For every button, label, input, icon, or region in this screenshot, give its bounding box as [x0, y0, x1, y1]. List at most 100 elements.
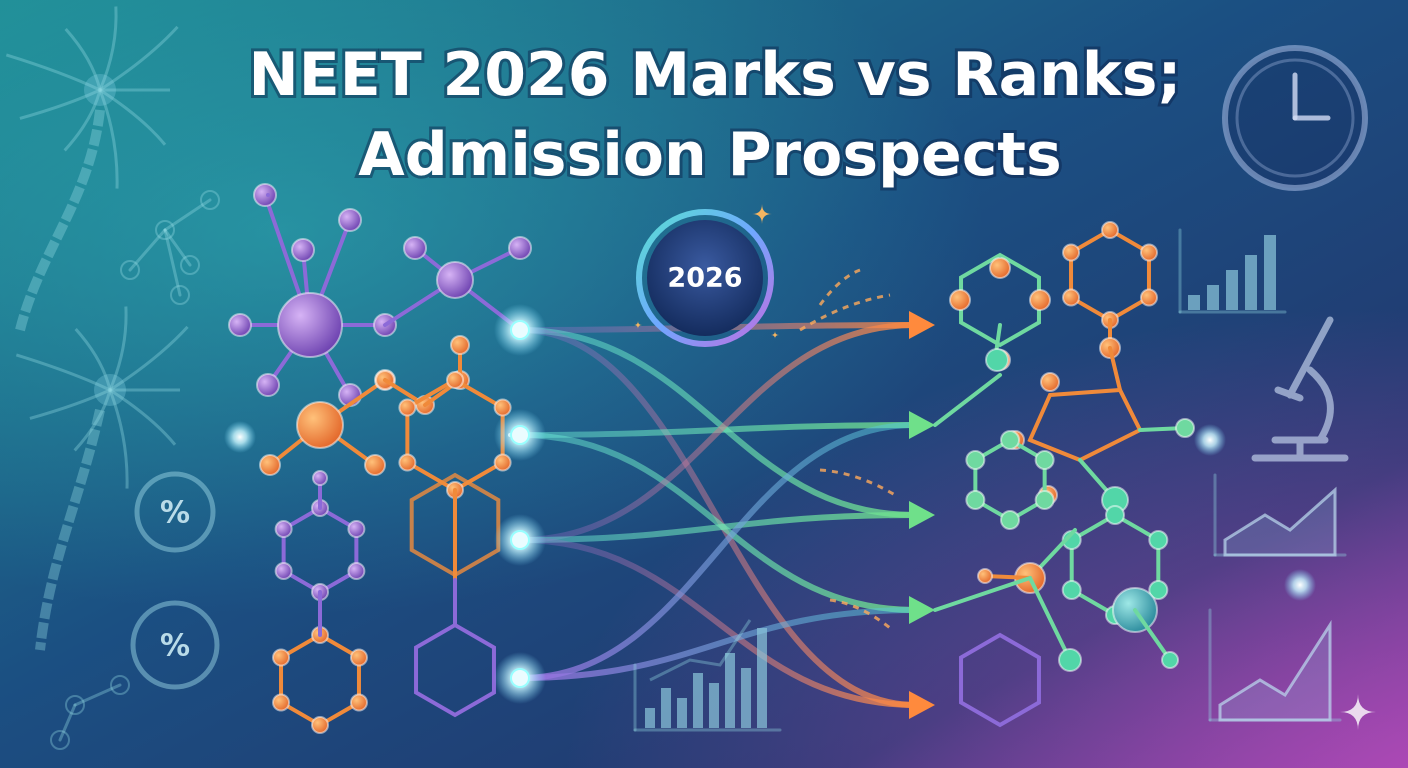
atom	[312, 470, 328, 486]
badge	[647, 220, 763, 336]
glow	[1284, 569, 1316, 601]
atom	[170, 285, 190, 305]
atom	[1058, 648, 1082, 672]
trend-area	[1218, 619, 1332, 722]
ring	[1027, 387, 1143, 463]
dashed-arrow	[818, 268, 861, 306]
atom	[965, 450, 986, 470]
dendrite	[15, 353, 111, 392]
atom	[272, 693, 291, 712]
bar-icon	[693, 673, 703, 728]
neuron	[94, 374, 126, 406]
bond	[58, 703, 77, 742]
atom	[274, 562, 293, 580]
percent-ring	[130, 600, 220, 690]
atom	[949, 289, 971, 311]
sparkle	[1340, 694, 1376, 730]
ring	[959, 252, 1041, 348]
dendrite	[63, 89, 102, 152]
atom	[256, 373, 280, 397]
bond	[1133, 608, 1172, 662]
bar-icon	[1188, 295, 1200, 310]
atom	[1029, 289, 1051, 311]
flow-arrow	[519, 327, 916, 518]
bar-icon	[725, 653, 735, 728]
flow-arrow	[519, 537, 916, 708]
arrowhead	[909, 311, 935, 339]
arrowhead	[909, 411, 935, 439]
flow-arrow	[519, 512, 916, 543]
dendrite	[19, 88, 101, 120]
atom	[272, 648, 291, 667]
axon	[35, 408, 105, 651]
atom	[110, 675, 130, 695]
title-line: NEET 2026 Marks vs Ranks;	[249, 40, 1182, 110]
bar-icon	[677, 698, 687, 728]
bar-icon	[709, 683, 719, 728]
bar-icon	[741, 668, 751, 728]
atom	[1175, 418, 1195, 438]
atom	[259, 454, 281, 476]
atom	[510, 668, 530, 688]
flow-arrow	[519, 422, 916, 681]
atom	[450, 335, 470, 355]
atom	[120, 260, 140, 280]
atom	[1161, 651, 1179, 669]
atom	[446, 371, 464, 389]
ring	[409, 472, 501, 578]
bar-icon	[1226, 270, 1238, 310]
percent-ring	[134, 471, 216, 553]
clock	[1235, 58, 1355, 178]
atom	[493, 453, 512, 472]
atom	[510, 425, 530, 445]
atom	[1105, 505, 1125, 525]
atom	[1000, 510, 1020, 530]
microscope	[1251, 316, 1349, 462]
dashed-arrow	[829, 598, 891, 630]
atom	[403, 236, 427, 260]
atom	[291, 238, 315, 262]
atom	[364, 454, 386, 476]
glow	[224, 421, 256, 453]
trend-area	[1223, 486, 1337, 557]
sparkle	[771, 331, 779, 339]
atom	[436, 261, 474, 299]
sparkle	[634, 321, 642, 329]
dendrite	[108, 306, 128, 391]
atom	[155, 220, 175, 240]
flow-arrow	[519, 607, 916, 681]
bond	[1028, 576, 1072, 662]
trend-line	[649, 619, 752, 682]
atom	[253, 183, 277, 207]
bond	[1108, 346, 1122, 392]
bar-icon	[661, 688, 671, 728]
atom	[965, 490, 986, 510]
bond	[128, 228, 167, 272]
percent-icon: %	[160, 496, 190, 531]
atom	[1148, 530, 1169, 550]
atom	[398, 453, 417, 472]
atom	[347, 562, 366, 580]
bar-icon	[1264, 235, 1276, 310]
bond	[163, 198, 212, 232]
dendrite	[74, 327, 112, 391]
atom	[1139, 243, 1158, 262]
bond	[73, 683, 122, 707]
atom	[311, 716, 329, 734]
axon	[15, 109, 105, 332]
atom	[1000, 430, 1020, 450]
atom	[338, 208, 362, 232]
bar-icon	[645, 708, 655, 728]
dendrite	[98, 6, 118, 91]
atom	[1034, 450, 1055, 470]
atom	[1101, 221, 1119, 239]
atom	[1139, 288, 1158, 307]
atom	[398, 398, 417, 417]
dendrite	[29, 388, 111, 420]
atom	[1062, 288, 1081, 307]
bond	[163, 228, 182, 297]
